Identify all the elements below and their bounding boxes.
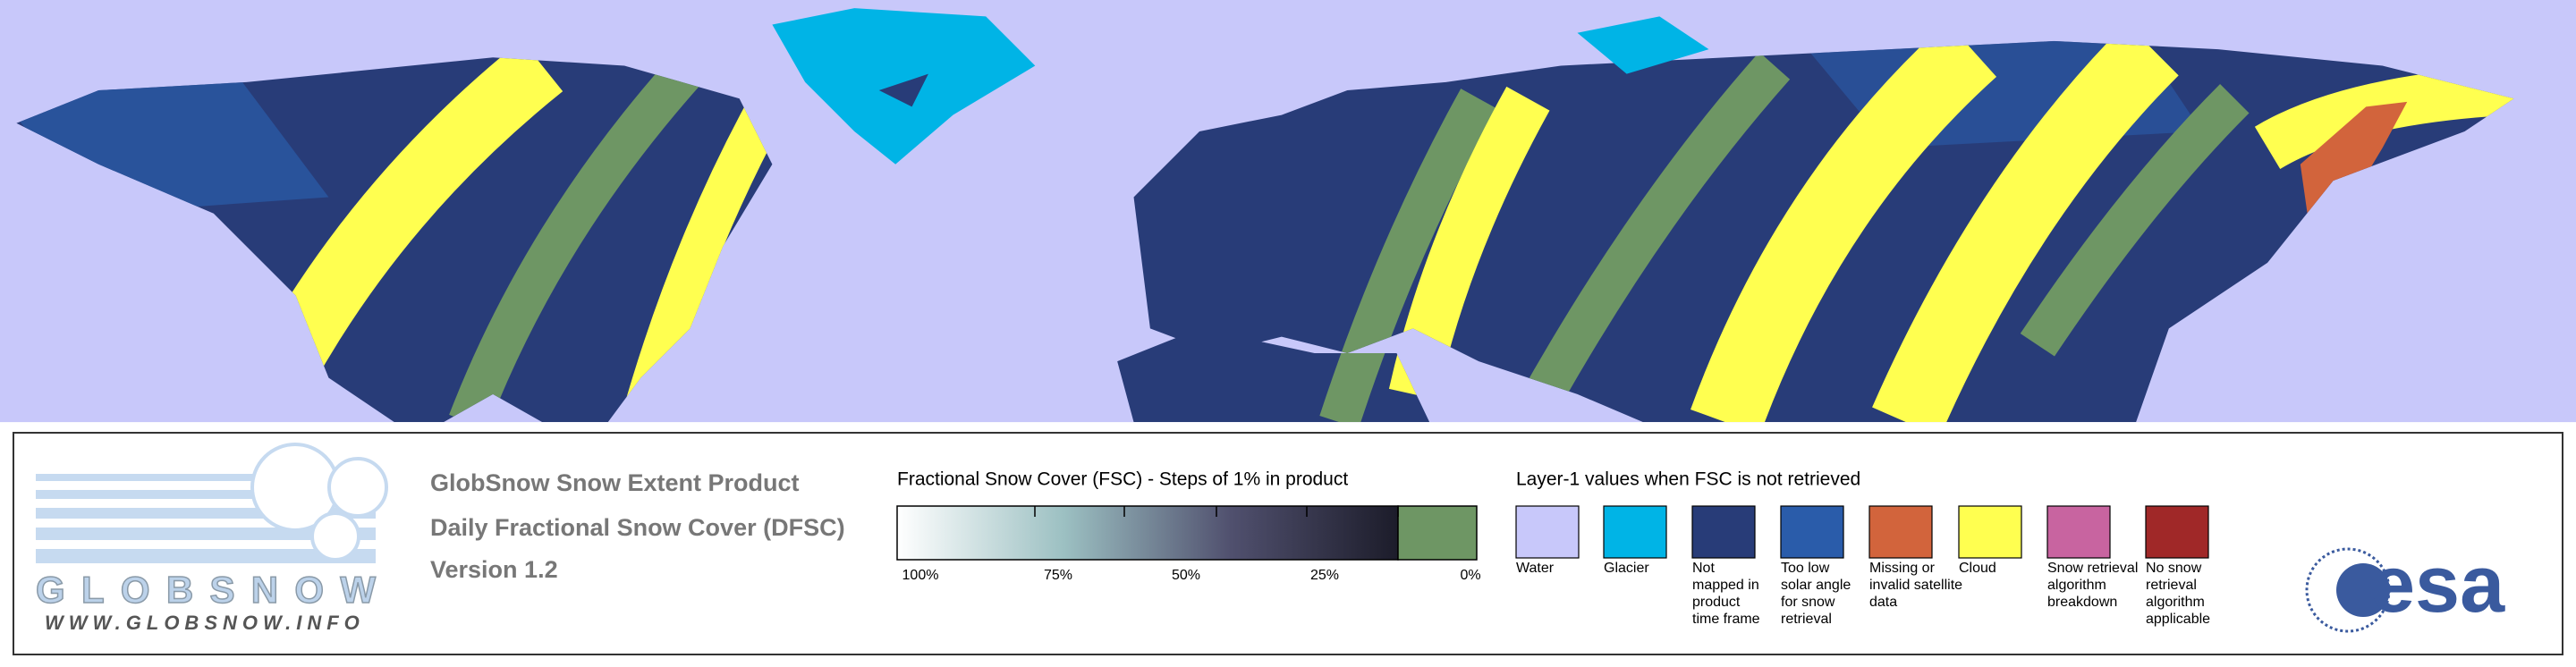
fsc-tick-label: 100%	[902, 568, 939, 583]
layer1-label: invalid satellite	[1869, 578, 1962, 593]
layer1-label: time frame	[1692, 612, 1760, 627]
fsc-gradient	[896, 505, 1399, 561]
layer1-title: Layer-1 values when FSC is not retrieved	[1516, 469, 1860, 490]
layer1-swatch	[1958, 505, 2022, 559]
logo-url: WWW.GLOBSNOW.INFO	[45, 612, 365, 634]
esa-logo: esa	[2305, 540, 2505, 633]
layer1-label: retrieval	[1781, 612, 1832, 627]
layer1-label: Water	[1516, 561, 1555, 576]
fsc-zero-swatch	[1397, 505, 1478, 561]
layer1-label: Snow retrieval	[2047, 561, 2138, 576]
header-line: Daily Fractional Snow Cover (DFSC)	[430, 514, 845, 541]
layer1-swatch	[1603, 505, 1667, 559]
fsc-tick-label: 25%	[1310, 568, 1339, 583]
layer1-label: algorithm	[2047, 578, 2106, 593]
layer1-label: retrieval	[2146, 578, 2197, 593]
layer1-label: Glacier	[1604, 561, 1649, 576]
layer1-label: Missing or	[1869, 561, 1936, 576]
layer1-label: for snow	[1781, 595, 1835, 610]
layer1-swatch	[2046, 505, 2111, 559]
layer1-swatch	[1691, 505, 1756, 559]
layer1-label: Cloud	[1959, 561, 1996, 576]
header-line: Version 1.2	[430, 556, 558, 583]
layer1-swatch	[2145, 505, 2209, 559]
layer1-label: No snow	[2146, 561, 2202, 576]
map	[0, 0, 2576, 423]
fsc-tick-label: 50%	[1172, 568, 1200, 583]
esa-text: esa	[2370, 540, 2505, 629]
layer1-label: solar angle	[1781, 578, 1851, 593]
layer1-label: Too low	[1781, 561, 1830, 576]
layer1-label: mapped in	[1692, 578, 1759, 593]
product-header: GlobSnow Snow Extent Product Daily Fract…	[430, 469, 845, 583]
layer1-label: data	[1869, 595, 1897, 610]
fsc-tick-label: 0%	[1460, 568, 1480, 583]
layer1-label: Not	[1692, 561, 1715, 576]
layer1-swatch	[1515, 505, 1580, 559]
layer1-swatch	[1780, 505, 1844, 559]
layer1-swatch	[1868, 505, 1933, 559]
layer1-label: product	[1692, 595, 1741, 610]
header-line: GlobSnow Snow Extent Product	[430, 469, 800, 496]
fsc-title: Fractional Snow Cover (FSC) - Steps of 1…	[897, 469, 1348, 490]
layer1-label: algorithm	[2146, 595, 2205, 610]
fsc-tick-label: 75%	[1044, 568, 1072, 583]
layer1-label: applicable	[2146, 612, 2210, 627]
layer1-label: breakdown	[2047, 595, 2117, 610]
